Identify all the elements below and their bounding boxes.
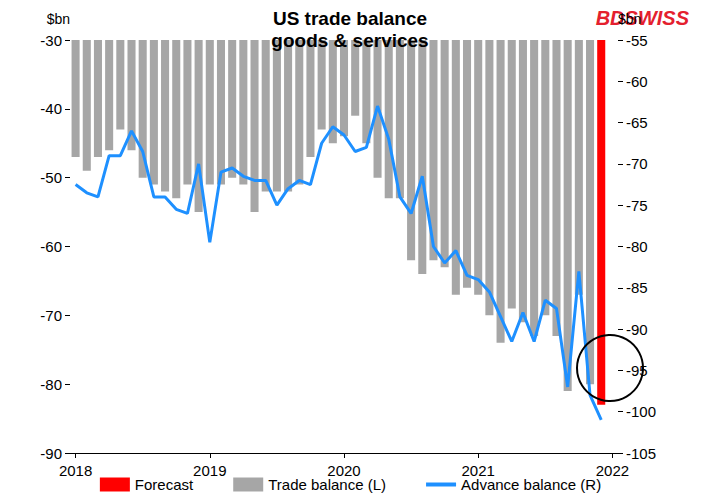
- svg-text:-100: -100: [626, 403, 656, 420]
- svg-text:2019: 2019: [193, 462, 226, 479]
- svg-text:$bn: $bn: [47, 11, 70, 27]
- svg-text:Forecast: Forecast: [135, 476, 194, 493]
- svg-text:$bn: $bn: [618, 11, 641, 27]
- svg-text:-75: -75: [626, 197, 648, 214]
- svg-text:-105: -105: [626, 445, 656, 462]
- svg-text:-55: -55: [626, 32, 648, 49]
- svg-text:-40: -40: [40, 100, 62, 117]
- svg-text:-90: -90: [626, 321, 648, 338]
- svg-text:goods & services: goods & services: [271, 30, 428, 51]
- svg-text:-90: -90: [40, 445, 62, 462]
- svg-text:-70: -70: [40, 307, 62, 324]
- svg-text:-80: -80: [626, 238, 648, 255]
- svg-text:2021: 2021: [461, 462, 495, 479]
- svg-text:-70: -70: [626, 155, 648, 172]
- svg-text:BDSWISS: BDSWISS: [596, 7, 690, 29]
- svg-text:-60: -60: [40, 238, 62, 255]
- svg-text:-60: -60: [626, 73, 648, 90]
- svg-text:2022: 2022: [595, 462, 630, 479]
- svg-text:-85: -85: [626, 279, 648, 296]
- svg-text:-95: -95: [626, 362, 648, 379]
- svg-text:-50: -50: [40, 169, 62, 186]
- svg-text:2018: 2018: [59, 462, 92, 479]
- svg-text:-65: -65: [626, 114, 648, 131]
- svg-text:2020: 2020: [327, 462, 361, 479]
- svg-text:Advance balance (R): Advance balance (R): [461, 476, 601, 493]
- svg-text:US trade balance: US trade balance: [273, 8, 427, 29]
- svg-text:Trade balance (L): Trade balance (L): [268, 476, 386, 493]
- svg-text:-80: -80: [40, 376, 62, 393]
- svg-text:-30: -30: [40, 32, 62, 49]
